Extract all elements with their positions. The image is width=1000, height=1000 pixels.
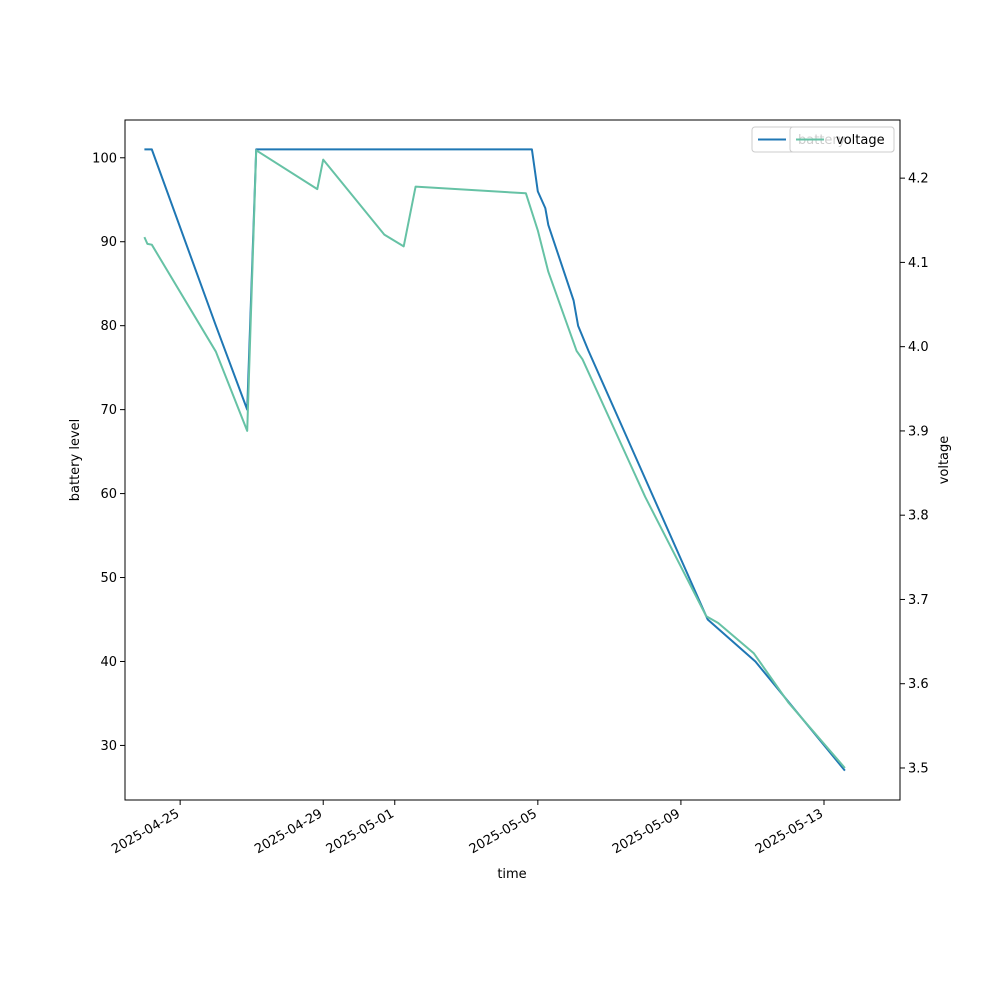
y-tick-label-left: 100 [92, 151, 117, 166]
y-tick-label-right: 3.8 [908, 509, 929, 524]
x-axis-label: time [497, 867, 526, 882]
y-tick-label-right: 4.0 [908, 340, 929, 355]
y-axis-label-left: battery level [68, 419, 83, 502]
y-tick-label-right: 3.5 [908, 761, 929, 776]
y-tick-label-left: 40 [100, 655, 117, 670]
y-tick-label-right: 3.6 [908, 677, 929, 692]
y-tick-label-left: 70 [100, 403, 117, 418]
y-tick-label-left: 60 [100, 487, 117, 502]
series-line-voltage [143, 149, 846, 769]
y-tick-label-right: 4.2 [908, 172, 929, 187]
y-tick-label-left: 80 [100, 319, 117, 334]
y-tick-label-left: 50 [100, 571, 117, 586]
y-tick-label-left: 90 [100, 235, 117, 250]
y-axis-left: 30 40 50 60 70 80 90 100 [92, 151, 125, 754]
legends: batteryvoltage [751, 126, 895, 153]
plot-area [124, 119, 901, 801]
series-line-battery [144, 148, 846, 772]
y-axis-label-right: voltage [937, 436, 952, 485]
legend-voltage: voltage [789, 126, 895, 153]
y-tick-label-right: 3.9 [908, 424, 929, 439]
legend-box [789, 126, 895, 153]
plot-frame [124, 119, 901, 801]
y-tick-label-left: 30 [100, 739, 117, 754]
legend-label-voltage: voltage [836, 133, 885, 148]
y-axis-right: 3.5 3.6 3.7 3.8 3.9 4.0 4.1 4.2 [900, 172, 929, 776]
y-tick-label-right: 4.1 [908, 256, 929, 271]
y-tick-label-right: 3.7 [908, 593, 929, 608]
